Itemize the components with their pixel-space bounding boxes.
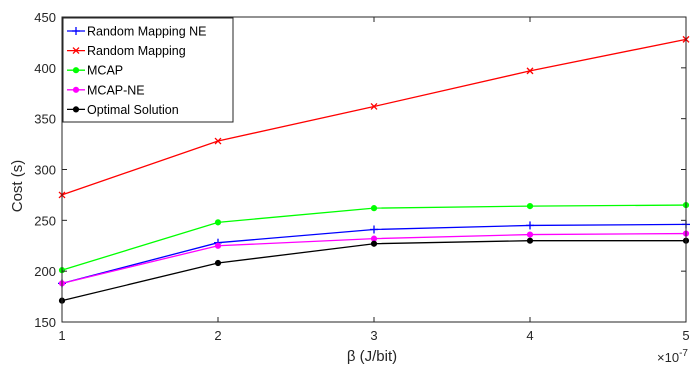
legend-label: Random Mapping	[87, 44, 186, 58]
marker-stroke	[72, 47, 80, 55]
x-tick-label: 3	[370, 328, 377, 343]
data-point	[526, 203, 534, 210]
legend-label: MCAP-NE	[87, 83, 145, 97]
legend-marker	[72, 27, 80, 35]
legend-label: Random Mapping NE	[87, 25, 207, 39]
legend-marker	[72, 67, 80, 74]
data-point	[214, 259, 222, 267]
x-tick-label: 2	[214, 328, 221, 343]
data-point	[370, 225, 378, 234]
y-tick-label: 350	[34, 112, 56, 127]
legend: Random Mapping NE Random Mapping MCAP MCAP-…	[62, 17, 234, 123]
y-axis-label: Cost (s)	[9, 160, 26, 213]
legend-marker	[72, 47, 80, 55]
legend-label: MCAP	[87, 64, 123, 78]
data-point	[214, 137, 222, 145]
data-point	[214, 219, 222, 226]
x-exponent-base: ×10	[657, 350, 679, 365]
data-point	[370, 205, 378, 212]
y-tick-label: 150	[34, 315, 56, 330]
data-point	[526, 221, 534, 230]
y-tick-label: 200	[34, 264, 56, 279]
marker-stroke	[214, 137, 222, 145]
y-tick-label: 250	[34, 213, 56, 228]
x-tick-label: 4	[526, 328, 533, 343]
data-point	[370, 235, 378, 242]
data-point	[526, 237, 534, 244]
x-exponent-power: -7	[679, 348, 688, 359]
legend-box	[62, 17, 234, 123]
axis-ticks: 1 2 3 4 5 150 200 250 300 350 400 450	[34, 10, 689, 343]
legend-label: Optimal Solution	[87, 103, 179, 117]
data-point	[370, 240, 378, 247]
x-tick-label: 1	[58, 328, 65, 343]
data-point	[214, 242, 222, 249]
x-exponent-label: ×10-7	[657, 348, 688, 365]
y-tick-label: 400	[34, 61, 56, 76]
y-tick-label: 450	[34, 10, 56, 25]
marker-stroke	[370, 103, 378, 110]
marker-stroke	[526, 67, 534, 75]
data-point	[370, 103, 378, 110]
data-point	[526, 67, 534, 75]
x-tick-label: 5	[682, 328, 689, 343]
legend-marker	[72, 86, 80, 93]
y-tick-label: 300	[34, 163, 56, 178]
data-point	[526, 231, 534, 238]
x-axis-label: β (J/bit)	[347, 348, 397, 365]
legend-marker	[72, 106, 80, 113]
